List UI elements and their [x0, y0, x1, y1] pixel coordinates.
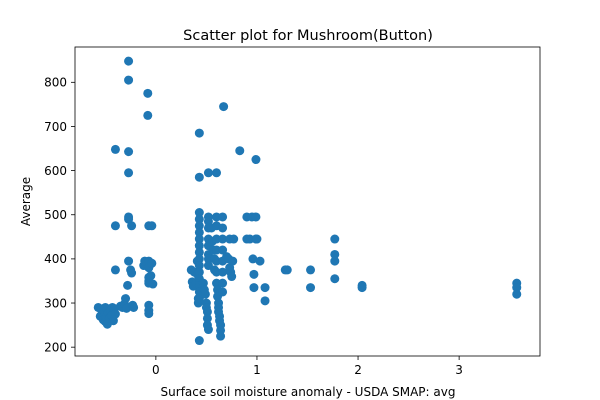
data-point: [330, 234, 340, 244]
data-point: [124, 75, 134, 85]
y-tick-label: 200: [44, 340, 67, 354]
data-point: [248, 254, 258, 264]
x-tick-label: 2: [354, 363, 362, 377]
data-point: [124, 147, 134, 157]
y-axis: 200 300 400 500 600 700 800: [44, 76, 75, 354]
x-tick-label: 1: [253, 363, 261, 377]
data-point: [129, 302, 139, 312]
data-point: [194, 261, 204, 271]
data-point: [194, 221, 204, 231]
data-point: [330, 274, 340, 284]
data-point: [512, 289, 522, 299]
data-point: [194, 172, 204, 182]
data-point: [235, 146, 245, 156]
y-tick-label: 700: [44, 120, 67, 134]
data-point: [194, 234, 204, 244]
data-point: [147, 258, 157, 268]
x-axis-label: Surface soil moisture anomaly - USDA SMA…: [161, 385, 456, 399]
data-point: [124, 56, 134, 66]
data-point: [194, 208, 204, 218]
data-point: [110, 309, 120, 319]
data-point: [144, 309, 154, 319]
chart-title: Scatter plot for Mushroom(Button): [183, 28, 433, 44]
data-point: [194, 247, 204, 257]
data-point: [143, 110, 153, 120]
data-point: [124, 168, 134, 178]
data-point: [218, 234, 228, 244]
data-point: [255, 256, 265, 266]
points-layer: [93, 56, 522, 346]
y-tick-label: 500: [44, 208, 67, 222]
data-point: [124, 256, 134, 266]
data-point: [357, 283, 367, 293]
data-point: [282, 265, 292, 275]
y-tick-label: 300: [44, 296, 67, 310]
data-point: [194, 254, 204, 264]
data-point: [229, 234, 239, 244]
data-point: [200, 289, 210, 299]
y-axis-label: Average: [19, 177, 33, 226]
data-point: [147, 221, 157, 231]
data-point: [194, 267, 204, 277]
data-point: [127, 221, 137, 231]
data-point: [219, 102, 229, 112]
data-point: [512, 283, 522, 293]
data-point: [203, 168, 213, 178]
data-point: [249, 269, 259, 279]
x-tick-label: 0: [152, 363, 160, 377]
data-point: [143, 88, 153, 98]
data-point: [252, 234, 262, 244]
data-point: [330, 256, 340, 266]
data-point: [194, 128, 204, 138]
data-point: [330, 249, 340, 259]
data-point: [216, 331, 226, 341]
data-point: [194, 214, 204, 224]
data-point: [218, 287, 228, 297]
y-tick-label: 400: [44, 252, 67, 266]
data-point: [194, 241, 204, 251]
data-point: [251, 155, 261, 165]
data-point: [110, 265, 120, 275]
data-point: [110, 221, 120, 231]
data-point: [218, 278, 228, 288]
y-tick-label: 800: [44, 76, 67, 90]
data-point: [121, 294, 131, 304]
data-point: [218, 212, 228, 222]
data-point: [228, 256, 238, 266]
x-axis: 0 1 2 3: [152, 356, 463, 377]
data-point: [110, 144, 120, 154]
data-point: [202, 307, 212, 317]
data-point: [126, 265, 136, 275]
data-point: [260, 296, 270, 306]
data-point: [218, 267, 228, 277]
data-point: [194, 336, 204, 346]
data-point: [146, 271, 156, 281]
data-point: [306, 283, 316, 293]
data-point: [249, 283, 259, 293]
data-point: [198, 278, 208, 288]
data-point: [148, 279, 158, 289]
data-point: [212, 168, 222, 178]
data-point: [260, 283, 270, 293]
data-point: [251, 212, 261, 222]
x-tick-label: 3: [455, 363, 463, 377]
data-point: [218, 245, 228, 255]
plot-frame: [74, 46, 541, 357]
data-point: [203, 325, 213, 335]
data-point: [227, 272, 237, 282]
data-point: [218, 223, 228, 233]
data-point: [123, 280, 133, 290]
data-point: [306, 265, 316, 275]
data-point: [202, 313, 212, 323]
data-point: [194, 227, 204, 237]
y-tick-label: 600: [44, 164, 67, 178]
